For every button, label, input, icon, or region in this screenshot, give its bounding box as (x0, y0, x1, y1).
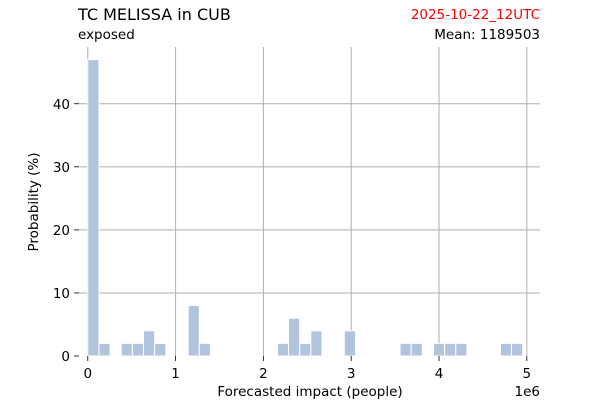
histogram-bar (120, 342, 133, 357)
histogram-bar (455, 342, 468, 357)
y-tick-label: 0 (61, 349, 70, 365)
chart-title: TC MELISSA in CUB (78, 5, 231, 24)
histogram-bar (131, 342, 145, 357)
x-tick-label: 4 (435, 366, 444, 382)
x-axis-label: Forecasted impact (people) (217, 384, 402, 400)
histogram-bar (187, 305, 200, 357)
histogram-bar (511, 342, 524, 357)
histogram-bar (299, 342, 312, 357)
histogram-bar (98, 342, 111, 357)
y-tick-label: 20 (53, 223, 70, 239)
grid-lines (79, 47, 540, 356)
mean-value: Mean: 1189503 (434, 27, 540, 43)
histogram-bar (276, 342, 290, 357)
y-tick-label: 40 (53, 97, 70, 113)
histogram-bar (343, 330, 356, 357)
histogram-bar (154, 342, 167, 357)
histogram-bar (444, 342, 457, 357)
histogram-bar (499, 342, 513, 357)
histogram-bar (288, 317, 301, 357)
histogram-bar (310, 330, 323, 357)
histogram-bar (399, 342, 412, 357)
histogram-bar (410, 342, 423, 357)
x-axis-offset-label: 1e6 (515, 384, 540, 400)
forecast-date: 2025-10-22_12UTC (410, 7, 540, 23)
histogram-bar (432, 342, 446, 357)
chart-subtitle: exposed (78, 27, 135, 43)
x-tick-label: 5 (523, 366, 532, 382)
histogram-bars (87, 59, 524, 357)
axis-ticks: 0 10 20 30 40 0 1 2 3 4 5 (53, 97, 531, 382)
x-tick-label: 2 (259, 366, 268, 382)
x-tick-label: 3 (347, 366, 356, 382)
y-tick-label: 10 (53, 286, 70, 302)
histogram-bar (198, 342, 211, 357)
histogram-bar (87, 59, 100, 357)
x-tick-label: 1 (171, 366, 180, 382)
histogram-bar (143, 330, 156, 357)
y-tick-label: 30 (53, 160, 70, 176)
x-tick-label: 0 (83, 366, 92, 382)
y-axis-label: Probability (%) (26, 152, 42, 251)
